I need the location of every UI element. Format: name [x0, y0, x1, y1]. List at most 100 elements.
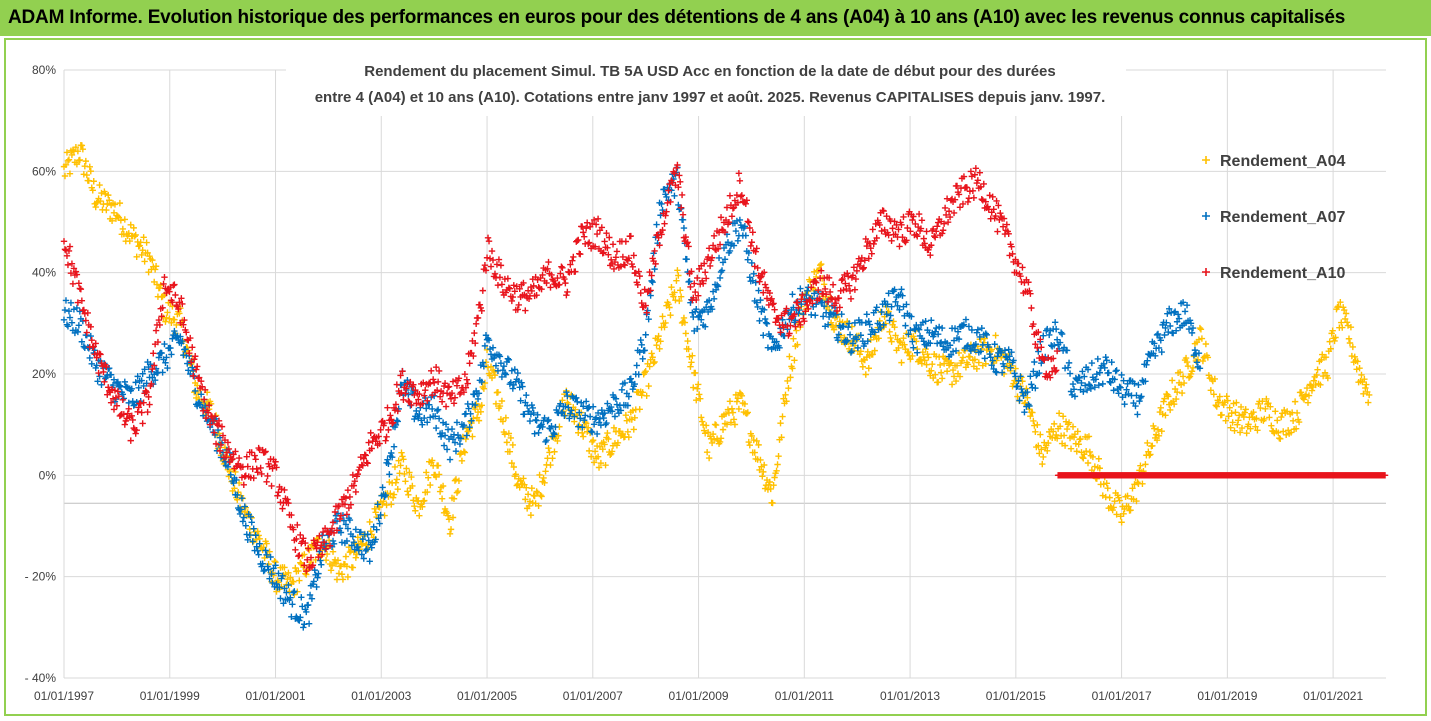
- data-point-rendement_a07: [242, 522, 249, 529]
- data-point-rendement_a07: [582, 398, 590, 405]
- data-point-rendement_a04: [778, 434, 785, 441]
- data-point-rendement_a10: [695, 292, 702, 299]
- data-point-rendement_a04: [722, 410, 730, 417]
- data-point-rendement_a04: [1322, 354, 1330, 361]
- data-point-rendement_a07: [986, 350, 993, 358]
- data-point-rendement_a04: [1282, 431, 1290, 438]
- data-point-rendement_a07: [978, 324, 985, 332]
- data-point-rendement_a07: [1092, 376, 1100, 383]
- data-point-rendement_a04: [63, 149, 71, 156]
- data-point-rendement_a04: [121, 216, 129, 223]
- data-point-rendement_a10: [430, 379, 438, 386]
- data-point-rendement_a10: [154, 338, 162, 346]
- data-point-rendement_a07: [262, 547, 269, 554]
- data-point-rendement_a10: [923, 228, 930, 235]
- data-point-rendement_a07: [138, 377, 145, 384]
- data-point-rendement_a07: [578, 399, 585, 406]
- data-point-rendement_a07: [1038, 359, 1045, 367]
- data-point-rendement_a10: [447, 395, 455, 402]
- data-point-rendement_a10: [782, 308, 789, 315]
- data-point-rendement_a10: [263, 478, 270, 486]
- data-point-rendement_a10: [471, 329, 478, 337]
- data-point-rendement_a10: [304, 545, 312, 552]
- data-point-rendement_a04: [817, 260, 825, 268]
- data-point-rendement_a04: [475, 417, 483, 424]
- data-point-rendement_a04: [1226, 404, 1233, 411]
- data-point-rendement_a10: [838, 276, 845, 284]
- data-point-rendement_a04: [528, 484, 536, 492]
- data-point-rendement_a10: [362, 452, 369, 459]
- data-point-rendement_a07: [653, 221, 660, 228]
- data-point-rendement_a04: [524, 491, 532, 498]
- data-point-rendement_a04: [97, 197, 104, 205]
- data-point-rendement_a07: [346, 516, 354, 524]
- data-point-rendement_a10: [491, 270, 499, 278]
- data-point-rendement_a07: [1193, 359, 1201, 366]
- data-point-rendement_a07: [1079, 368, 1086, 375]
- data-point-rendement_a04: [687, 363, 694, 370]
- data-point-rendement_a04: [535, 502, 542, 509]
- data-point-rendement_a04: [1362, 384, 1369, 392]
- data-point-rendement_a04: [934, 378, 942, 386]
- data-point-rendement_a07: [843, 338, 850, 346]
- data-point-rendement_a10: [314, 538, 321, 546]
- data-point-rendement_a07: [384, 456, 391, 463]
- data-point-rendement_a10: [870, 240, 877, 248]
- data-point-rendement_a07: [863, 311, 870, 318]
- data-point-rendement_a04: [297, 559, 304, 566]
- data-point-rendement_a07: [472, 401, 479, 409]
- legend-label: Rendement_A04: [1220, 153, 1345, 170]
- data-point-rendement_a04: [1045, 439, 1052, 447]
- data-point-rendement_a07: [562, 403, 569, 410]
- data-point-rendement_a04: [580, 433, 587, 440]
- data-point-rendement_a04: [655, 332, 662, 340]
- data-point-rendement_a07: [968, 326, 976, 334]
- data-point-rendement_a07: [167, 344, 174, 352]
- data-point-rendement_a10: [133, 427, 140, 434]
- y-tick-label: 80%: [32, 63, 56, 77]
- data-point-rendement_a07: [244, 536, 251, 544]
- data-point-rendement_a07: [502, 371, 510, 378]
- data-point-rendement_a10: [98, 359, 105, 367]
- data-point-rendement_a04: [1211, 375, 1218, 383]
- data-point-rendement_a10: [318, 542, 325, 549]
- data-point-rendement_a10: [295, 553, 302, 560]
- data-point-rendement_a07: [892, 298, 899, 306]
- data-point-rendement_a04: [1222, 417, 1229, 424]
- data-point-rendement_a10: [146, 401, 153, 408]
- data-point-rendement_a04: [162, 318, 169, 325]
- data-point-rendement_a04: [296, 577, 303, 584]
- data-point-rendement_a04: [1293, 409, 1301, 417]
- data-point-rendement_a04: [585, 447, 593, 455]
- data-point-rendement_a07: [935, 323, 943, 331]
- data-point-rendement_a07: [1134, 411, 1141, 418]
- data-point-rendement_a10: [333, 527, 341, 534]
- data-point-rendement_a07: [505, 356, 513, 363]
- data-point-rendement_a04: [362, 542, 369, 549]
- data-point-rendement_a07: [819, 313, 827, 320]
- data-point-rendement_a07: [1161, 331, 1168, 339]
- data-point-rendement_a04: [412, 507, 419, 514]
- data-point-rendement_a04: [901, 341, 908, 348]
- data-point-rendement_a10: [850, 264, 858, 271]
- data-point-rendement_a07: [965, 323, 973, 330]
- data-point-rendement_a10: [261, 449, 268, 456]
- data-point-rendement_a04: [890, 318, 897, 325]
- data-point-rendement_a07: [171, 327, 178, 335]
- data-point-rendement_a04: [117, 217, 125, 224]
- data-point-rendement_a10: [197, 377, 205, 385]
- data-point-rendement_a04: [794, 341, 801, 348]
- data-point-rendement_a10: [191, 356, 198, 363]
- chart-title-line-1: Rendement du placement Simul. TB 5A USD …: [364, 63, 1056, 80]
- data-point-rendement_a07: [241, 503, 248, 510]
- data-point-rendement_a04: [546, 449, 553, 456]
- data-point-rendement_a10: [66, 243, 74, 250]
- data-point-rendement_a07: [1166, 322, 1174, 330]
- data-point-rendement_a04: [1182, 354, 1190, 362]
- data-point-rendement_a10: [577, 250, 584, 258]
- data-point-rendement_a04: [641, 369, 648, 376]
- data-point-rendement_a10: [856, 262, 864, 270]
- data-point-rendement_a10: [1040, 355, 1047, 363]
- data-point-rendement_a10: [412, 386, 419, 394]
- data-point-rendement_a07: [721, 256, 729, 263]
